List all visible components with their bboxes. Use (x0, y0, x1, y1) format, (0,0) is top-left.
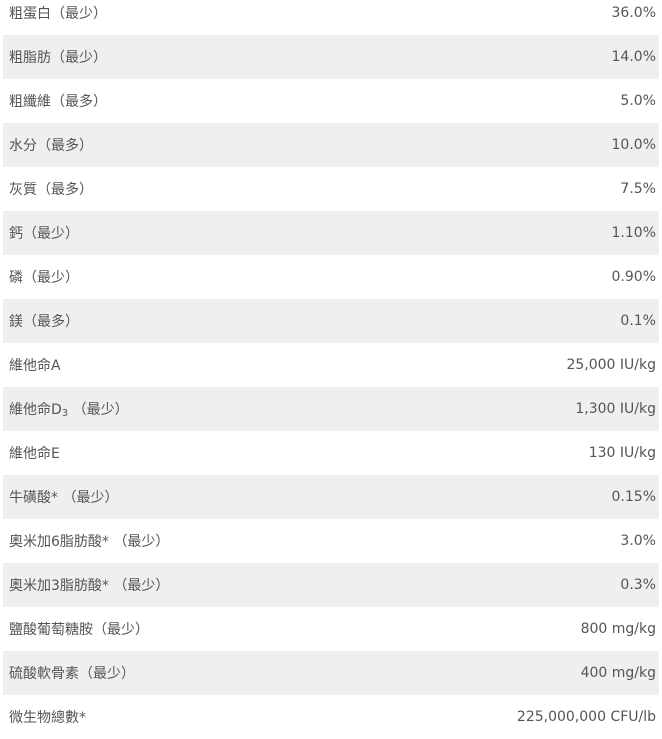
nutrient-name: 牛磺酸* （最少） (9, 490, 119, 506)
nutrition-table: 粗蛋白（最少） 36.0% 粗脂肪（最少） 14.0% 粗纖維（最多） 5.0% 水分（最多… (3, 0, 659, 739)
nutrient-name: 粗蛋白（最少） (9, 6, 107, 22)
nutrient-value: 400 mg/kg (580, 665, 656, 681)
nutrient-value: 225,000,000 CFU/lb (516, 709, 656, 725)
nutrient-name: 維他命E (9, 446, 60, 462)
table-row: 鎂（最多） 0.1% (3, 299, 659, 343)
table-row: 硫酸軟骨素（最少） 400 mg/kg (3, 651, 659, 695)
nutrient-value: 14.0% (611, 49, 656, 65)
nutrient-value: 1.10% (611, 225, 656, 241)
nutrient-name: 維他命D3 （最少） (9, 402, 129, 419)
table-row: 奧米加6脂肪酸* （最少） 3.0% (3, 519, 659, 563)
nutrient-name: 硫酸軟骨素（最少） (9, 666, 135, 682)
nutrient-value: 10.0% (611, 137, 656, 153)
nutrient-value: 36.0% (611, 5, 656, 21)
table-row: 鹽酸葡萄糖胺（最少） 800 mg/kg (3, 607, 659, 651)
table-row: 鈣（最少） 1.10% (3, 211, 659, 255)
table-row: 水分（最多） 10.0% (3, 123, 659, 167)
subscript: 3 (61, 408, 69, 419)
nutrient-name: 粗纖維（最多） (9, 94, 107, 110)
table-row: 粗纖維（最多） 5.0% (3, 79, 659, 123)
nutrient-value: 0.1% (620, 313, 656, 329)
nutrient-value: 0.3% (620, 577, 656, 593)
nutrient-name: 灰質（最多） (9, 182, 93, 198)
table-row: 灰質（最多） 7.5% (3, 167, 659, 211)
nutrient-value: 25,000 IU/kg (566, 357, 656, 373)
nutrient-name: 奧米加3脂肪酸* （最少） (9, 578, 170, 594)
table-row: 磷（最少） 0.90% (3, 255, 659, 299)
nutrient-name: 水分（最多） (9, 138, 93, 154)
nutrient-value: 7.5% (620, 181, 656, 197)
nutrient-name: 鎂（最多） (9, 314, 79, 330)
nutrient-name: 粗脂肪（最少） (9, 50, 107, 66)
nutrient-name: 鹽酸葡萄糖胺（最少） (9, 622, 149, 638)
nutrient-name: 奧米加6脂肪酸* （最少） (9, 534, 170, 550)
table-row: 微生物總數* 225,000,000 CFU/lb (3, 695, 659, 739)
table-row: 維他命A 25,000 IU/kg (3, 343, 659, 387)
nutrient-value: 5.0% (620, 93, 656, 109)
table-row: 粗蛋白（最少） 36.0% (3, 0, 659, 35)
table-row: 牛磺酸* （最少） 0.15% (3, 475, 659, 519)
table-row: 奧米加3脂肪酸* （最少） 0.3% (3, 563, 659, 607)
table-row: 維他命D3 （最少） 1,300 IU/kg (3, 387, 659, 431)
nutrient-value: 3.0% (620, 533, 656, 549)
nutrient-name: 磷（最少） (9, 270, 79, 286)
nutrient-name: 鈣（最少） (9, 226, 79, 242)
nutrient-value: 0.15% (611, 489, 656, 505)
table-row: 維他命E 130 IU/kg (3, 431, 659, 475)
nutrient-name: 微生物總數* (9, 710, 86, 726)
nutrient-name: 維他命A (9, 358, 61, 374)
nutrient-value: 800 mg/kg (580, 621, 656, 637)
nutrient-value: 0.90% (611, 269, 656, 285)
table-row: 粗脂肪（最少） 14.0% (3, 35, 659, 79)
nutrient-value: 1,300 IU/kg (575, 401, 656, 417)
nutrient-value: 130 IU/kg (588, 445, 656, 461)
